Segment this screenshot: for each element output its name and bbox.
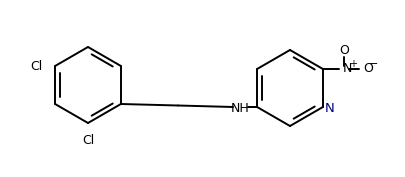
Text: Cl: Cl (30, 59, 42, 73)
Text: O: O (339, 44, 349, 58)
Text: Cl: Cl (82, 134, 94, 147)
Text: NH: NH (231, 102, 249, 116)
Text: N: N (343, 62, 352, 76)
Text: O: O (363, 62, 373, 76)
Text: +: + (349, 59, 357, 69)
Text: −: − (369, 59, 378, 69)
Text: N: N (325, 102, 335, 116)
